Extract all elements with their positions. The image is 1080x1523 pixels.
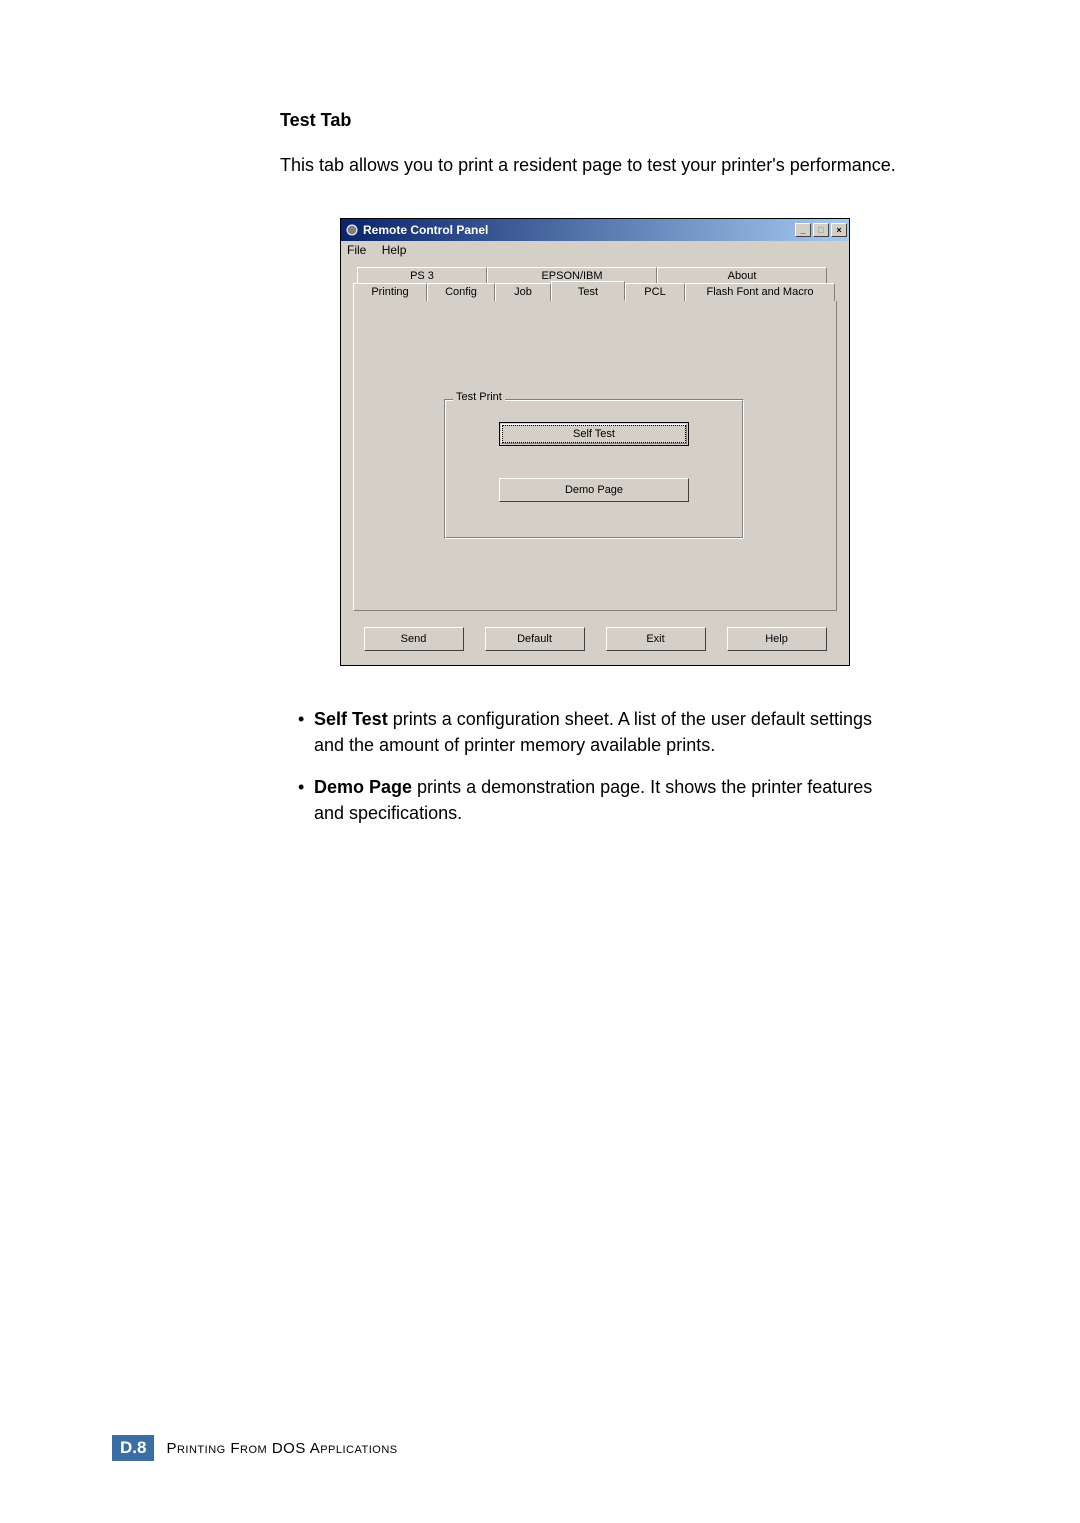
tab-config[interactable]: Config xyxy=(427,283,495,301)
bullet-demo-page: Demo Page prints a demonstration page. I… xyxy=(298,774,900,826)
maximize-button[interactable]: □ xyxy=(813,223,829,237)
menu-help[interactable]: Help xyxy=(382,243,407,257)
bullet-self-test: Self Test prints a configuration sheet. … xyxy=(298,706,900,758)
groupbox-label: Test Print xyxy=(453,391,505,403)
tab-test[interactable]: Test xyxy=(551,281,625,301)
minimize-button[interactable]: _ xyxy=(795,223,811,237)
tab-panel: PS 3 EPSON/IBM About Printing Config Job… xyxy=(353,267,837,611)
footer-badge-prefix: D. xyxy=(120,1438,137,1457)
tab-about[interactable]: About xyxy=(657,267,827,284)
exit-button[interactable]: Exit xyxy=(606,627,706,651)
tab-ps3[interactable]: PS 3 xyxy=(357,267,487,284)
section-heading: Test Tab xyxy=(280,110,900,131)
bottom-button-row: Send Default Exit Help xyxy=(341,619,849,665)
bullet-list: Self Test prints a configuration sheet. … xyxy=(280,706,900,826)
send-button[interactable]: Send xyxy=(364,627,464,651)
tab-job[interactable]: Job xyxy=(495,283,551,301)
titlebar: Remote Control Panel _ □ × xyxy=(341,219,849,241)
bullet-demo-page-label: Demo Page xyxy=(314,777,412,797)
footer-text: Printing From DOS Applications xyxy=(166,1440,397,1457)
tab-flash-font-macro[interactable]: Flash Font and Macro xyxy=(685,283,835,301)
tab-body: Test Print Self Test Demo Page xyxy=(353,301,837,611)
tab-row-front: Printing Config Job Test PCL Flash Font … xyxy=(353,284,837,301)
app-icon xyxy=(345,223,359,237)
demo-page-button[interactable]: Demo Page xyxy=(499,478,689,502)
help-button[interactable]: Help xyxy=(727,627,827,651)
menu-file[interactable]: File xyxy=(347,243,366,257)
menubar: File Help xyxy=(341,241,849,261)
intro-paragraph: This tab allows you to print a resident … xyxy=(280,153,900,178)
close-button[interactable]: × xyxy=(831,223,847,237)
app-window: Remote Control Panel _ □ × File Help PS … xyxy=(340,218,850,666)
footer-badge: D.8 xyxy=(112,1435,154,1461)
page-footer: D.8 Printing From DOS Applications xyxy=(112,1435,398,1461)
test-print-group: Test Print Self Test Demo Page xyxy=(444,399,744,539)
window-title: Remote Control Panel xyxy=(363,223,793,237)
tab-pcl[interactable]: PCL xyxy=(625,283,685,301)
self-test-button[interactable]: Self Test xyxy=(499,422,689,446)
footer-badge-num: 8 xyxy=(137,1438,146,1457)
tab-printing[interactable]: Printing xyxy=(353,283,427,301)
default-button[interactable]: Default xyxy=(485,627,585,651)
bullet-self-test-label: Self Test xyxy=(314,709,388,729)
bullet-self-test-text: prints a configuration sheet. A list of … xyxy=(314,709,872,755)
